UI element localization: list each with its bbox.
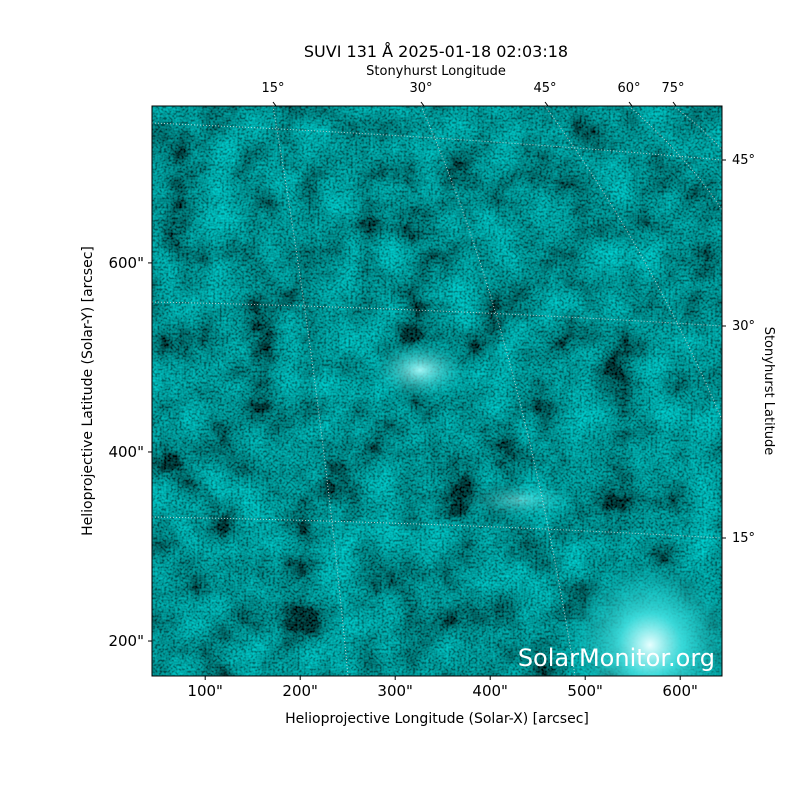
top-tick	[420, 101, 425, 107]
right-tick-label: 30°	[732, 319, 755, 334]
top-tick-label: 60°	[617, 81, 640, 96]
y-axis-label: Helioprojective Latitude (Solar-Y) [arcs…	[80, 246, 96, 536]
top-tick	[272, 101, 277, 107]
solar-image	[152, 106, 722, 676]
top-axis-label: Stonyhurst Longitude	[366, 64, 506, 79]
right-tick-label: 15°	[732, 531, 755, 546]
right-tick-label: 45°	[732, 153, 755, 168]
x-tick-label: 600"	[662, 682, 698, 700]
right-axis-label: Stonyhurst Latitude	[761, 327, 776, 456]
top-tick	[628, 101, 633, 107]
y-tick-label: 600"	[108, 254, 144, 272]
top-tick	[544, 101, 549, 107]
top-tick-label: 45°	[533, 81, 556, 96]
x-tick-label: 300"	[377, 682, 413, 700]
x-tick-label: 200"	[282, 682, 318, 700]
y-tick-label: 200"	[108, 632, 144, 650]
chart-title: SUVI 131 Å 2025-01-18 02:03:18	[304, 42, 568, 61]
plot-frame	[151, 105, 723, 677]
x-tick-label: 400"	[472, 682, 508, 700]
top-tick-label: 30°	[409, 81, 432, 96]
top-tick-label: 75°	[661, 81, 684, 96]
x-axis-label: Helioprojective Longitude (Solar-X) [arc…	[285, 711, 589, 727]
x-tick-label: 500"	[567, 682, 603, 700]
top-tick-label: 15°	[261, 81, 284, 96]
top-tick	[672, 101, 677, 107]
x-tick-label: 100"	[187, 682, 223, 700]
y-tick-label: 400"	[108, 443, 144, 461]
watermark: SolarMonitor.org	[518, 644, 715, 672]
